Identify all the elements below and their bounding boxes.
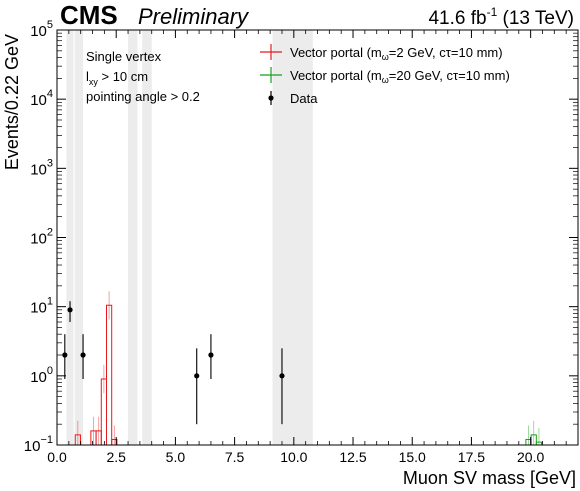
signal-20gev-histogram	[525, 420, 543, 445]
y-axis-ticks: 10−1 100 101 102 103 104 105	[24, 19, 578, 455]
x-tick-label-7: 17.5	[458, 449, 485, 465]
annotation-single-vertex: Single vertex	[86, 49, 162, 64]
x-tick-label-4: 10.0	[280, 449, 307, 465]
data-point-3	[194, 373, 200, 379]
svg-text:Data: Data	[290, 91, 318, 106]
data-point-2	[80, 352, 86, 358]
x-axis-ticks: 0.0 2.5 5.0 7.5 10.0 12.5 15.0 17.5 20.0	[47, 30, 567, 465]
x-tick-label-5: 12.5	[339, 449, 366, 465]
annotation-pointing-angle: pointing angle > 0.2	[86, 89, 200, 104]
x-tick-label-6: 15.0	[399, 449, 426, 465]
y-tick-label-4: 103	[30, 157, 53, 178]
signal-2gev-histogram	[74, 291, 118, 445]
cms-label: CMS	[60, 0, 118, 30]
y-tick-label-0: 10−1	[24, 434, 53, 455]
data-points	[62, 301, 285, 425]
masked-region-2	[128, 30, 138, 445]
legend: Vector portal (mω=2 GeV, cτ=10 mm) Vecto…	[260, 44, 510, 106]
masked-region-3	[142, 30, 152, 445]
data-point-1	[67, 307, 73, 313]
y-tick-label-6: 105	[30, 19, 53, 40]
annotation-lxy: lxy > 10 cm	[86, 69, 148, 87]
data-point-5	[279, 373, 285, 379]
x-tick-label-8: 20.0	[517, 449, 544, 465]
masked-region-4	[272, 30, 313, 445]
y-axis-label: Events/0.22 GeV	[2, 34, 22, 170]
y-tick-label-1: 100	[30, 365, 53, 386]
masked-regions	[66, 30, 313, 445]
legend-entry-signal-2gev: Vector portal (mω=2 GeV, cτ=10 mm)	[260, 44, 503, 62]
lumi-label: 41.6 fb-1 (13 TeV)	[428, 5, 574, 29]
preliminary-label: Preliminary	[138, 4, 250, 29]
masked-region-0	[66, 30, 74, 445]
legend-entry-signal-20gev: Vector portal (mω=20 GeV, cτ=10 mm)	[260, 67, 510, 85]
legend-entry-data: Data	[268, 91, 318, 106]
data-point-4	[208, 352, 214, 358]
svg-text:Vector portal (mω=20 GeV, cτ=1: Vector portal (mω=20 GeV, cτ=10 mm)	[290, 68, 510, 85]
x-tick-label-2: 5.0	[166, 449, 186, 465]
x-tick-label-3: 7.5	[225, 449, 245, 465]
signal-2gev-bin-4	[105, 304, 113, 445]
x-tick-label-0: 0.0	[47, 449, 67, 465]
data-point-0	[62, 352, 68, 358]
masked-region-1	[74, 30, 84, 445]
y-tick-label-5: 104	[30, 88, 53, 109]
x-axis-label: Muon SV mass [GeV]	[403, 468, 576, 488]
y-tick-label-3: 102	[30, 227, 53, 248]
svg-text:Vector portal (mω=2 GeV, cτ=10: Vector portal (mω=2 GeV, cτ=10 mm)	[290, 45, 503, 62]
y-tick-label-2: 101	[30, 296, 53, 317]
x-tick-label-1: 2.5	[106, 449, 126, 465]
